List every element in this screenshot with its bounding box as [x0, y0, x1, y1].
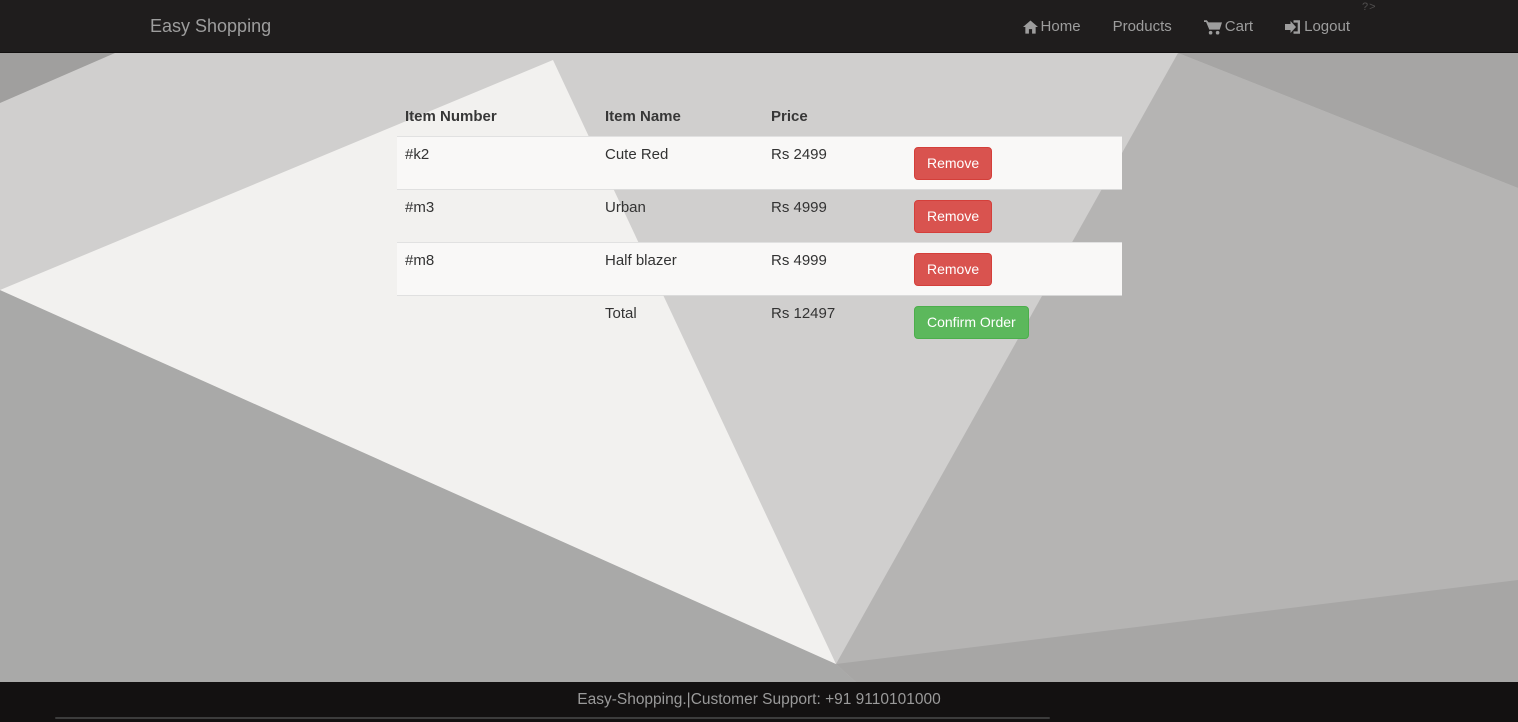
nav-item-label: Cart	[1224, 18, 1254, 35]
cell-item-number: #k2	[397, 135, 597, 189]
nav-item-label: Home	[1040, 18, 1081, 35]
total-row: Total Rs 12497 Confirm Order	[397, 294, 1122, 348]
navbar: Easy Shopping ?> Home Products Cart	[0, 0, 1518, 53]
remove-button[interactable]: Remove	[914, 146, 993, 181]
nav-item-logout[interactable]: Logout	[1285, 18, 1350, 35]
table-row: #m8 Half blazer Rs 4999 Remove	[397, 241, 1122, 295]
cell-item-name: Urban	[597, 188, 763, 242]
nav-item-label: Logout	[1304, 18, 1350, 35]
header-price: Price	[771, 108, 808, 125]
footer-text: Easy-Shopping.|Customer Support: +91 911…	[577, 691, 941, 708]
table-header-row: Item Number Item Name Price	[397, 100, 1122, 136]
cell-item-number: #m3	[397, 188, 597, 242]
table-row: #m3 Urban Rs 4999 Remove	[397, 188, 1122, 242]
cell-price: Rs 4999	[763, 241, 906, 295]
nav-item-label: Products	[1112, 18, 1172, 35]
nav-item-products[interactable]: Products	[1113, 18, 1172, 35]
header-actions	[906, 100, 1122, 136]
cell-item-name: Half blazer	[597, 241, 763, 295]
home-icon	[1022, 19, 1038, 34]
nav-links: Home Products Cart Logout	[1022, 0, 1350, 53]
cell-item-number: #m8	[397, 241, 597, 295]
remove-button[interactable]: Remove	[914, 252, 993, 287]
confirm-order-button[interactable]: Confirm Order	[914, 305, 1029, 340]
brand-logo[interactable]: Easy Shopping	[150, 16, 272, 36]
cell-item-name: Cute Red	[597, 135, 763, 189]
remove-button[interactable]: Remove	[914, 199, 993, 234]
horizontal-scrollbar[interactable]	[55, 717, 1050, 719]
total-value: Rs 12497	[763, 294, 906, 348]
cart-icon	[1203, 19, 1222, 35]
nav-item-cart[interactable]: Cart	[1203, 18, 1254, 35]
nav-item-home[interactable]: Home	[1022, 18, 1081, 35]
logout-icon	[1285, 19, 1301, 35]
cell-price: Rs 4999	[763, 188, 906, 242]
cart-section: Item Number Item Name Price #k2 Cute Red…	[397, 100, 1122, 348]
total-label: Total	[597, 294, 763, 348]
cart-table: Item Number Item Name Price #k2 Cute Red…	[397, 100, 1122, 348]
table-row: #k2 Cute Red Rs 2499 Remove	[397, 135, 1122, 189]
header-item-name: Item Name	[605, 108, 681, 125]
footer: Easy-Shopping.|Customer Support: +91 911…	[0, 682, 1518, 722]
stray-php-text: ?>	[1362, 1, 1377, 13]
header-item-number: Item Number	[405, 108, 497, 125]
cell-price: Rs 2499	[763, 135, 906, 189]
